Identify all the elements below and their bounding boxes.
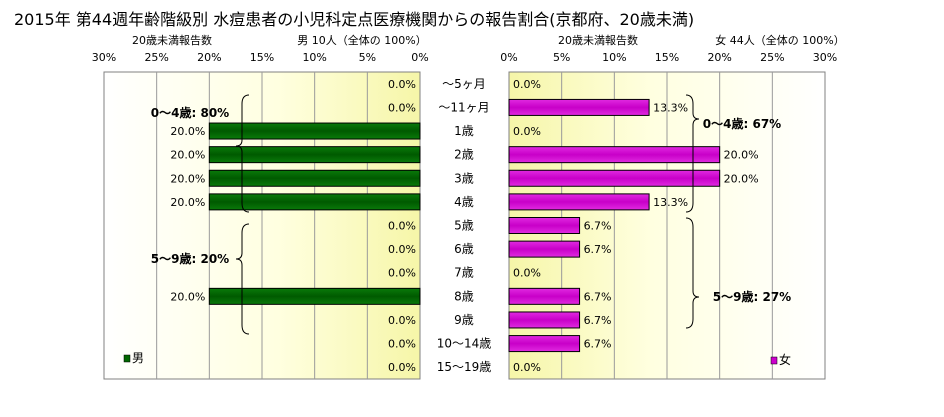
- female-data-label: 6.7%: [584, 220, 612, 233]
- age-category-label: 6歳: [454, 242, 474, 256]
- male-legend-swatch: [123, 354, 131, 363]
- chart-title: 2015年 第44週年齢階級別 水痘患者の小児科定点医療機関からの報告割合(京都…: [14, 10, 695, 29]
- male-data-label: 0.0%: [388, 101, 416, 114]
- female-data-label: 13.3%: [653, 196, 688, 209]
- male-bar: [208, 146, 421, 164]
- male-data-label: 0.0%: [388, 78, 416, 91]
- female-tick-label: 5%: [553, 51, 570, 64]
- male-tick-label: 10%: [302, 51, 326, 64]
- female-legend-swatch: [770, 356, 778, 365]
- male-data-label: 0.0%: [388, 267, 416, 280]
- female-bracket-5-9: [685, 217, 700, 329]
- male-data-label: 20.0%: [170, 172, 205, 185]
- female-header: 女 44人（全体の 100%）: [715, 33, 844, 47]
- female-bar: [508, 193, 650, 211]
- age-category-label: 2歳: [454, 148, 474, 162]
- female-annotation-5-9: 5～9歳: 27%: [713, 289, 791, 304]
- female-annotation-0-4: 0～4歳: 67%: [703, 116, 781, 131]
- male-data-label: 20.0%: [170, 290, 205, 303]
- age-category-label: 15～19歳: [437, 360, 492, 374]
- female-data-label: 6.7%: [584, 314, 612, 327]
- male-data-label: 20.0%: [170, 125, 205, 138]
- female-data-label: 0.0%: [513, 125, 541, 138]
- female-tick-label: 30%: [813, 51, 837, 64]
- male-data-label: 0.0%: [388, 220, 416, 233]
- male-header: 男 10人（全体の 100%）: [297, 33, 426, 47]
- female-data-label: 0.0%: [513, 78, 541, 91]
- male-bar: [208, 193, 421, 211]
- age-category-label: 8歳: [454, 289, 474, 303]
- male-annotation-0-4: 0～4歳: 80%: [151, 105, 229, 120]
- female-tick-label: 25%: [760, 51, 784, 64]
- male-tick-label: 5%: [359, 51, 376, 64]
- female-bar: [508, 335, 581, 353]
- female-bar: [508, 217, 581, 234]
- male-data-label: 20.0%: [170, 149, 205, 162]
- female-bar: [508, 98, 650, 116]
- male-tick-label: 15%: [250, 51, 274, 64]
- age-category-label: 3歳: [454, 171, 474, 185]
- female-data-label: 6.7%: [584, 290, 612, 303]
- male-bar: [208, 169, 421, 187]
- female-bar: [508, 146, 721, 164]
- age-category-label: ～11ヶ月: [438, 100, 489, 114]
- female-data-label: 0.0%: [513, 361, 541, 374]
- female-tick-label: 20%: [707, 51, 731, 64]
- male-bracket-5-9: [235, 223, 250, 335]
- male-bar: [208, 287, 421, 305]
- female-tick-label: 15%: [655, 51, 679, 64]
- female-legend-label: 女: [779, 352, 791, 367]
- age-category-label: 5歳: [454, 219, 474, 233]
- age-category-label: ～5ヶ月: [442, 77, 486, 91]
- female-bar: [508, 311, 581, 329]
- female-data-label: 0.0%: [513, 267, 541, 280]
- male-tick-label: 30%: [92, 51, 116, 64]
- female-bracket-0-4: [685, 94, 700, 213]
- male-data-label: 0.0%: [388, 338, 416, 351]
- male-data-label: 0.0%: [388, 243, 416, 256]
- male-annotation-5-9: 5～9歳: 20%: [151, 251, 229, 266]
- male-data-label: 20.0%: [170, 196, 205, 209]
- age-category-label: 1歳: [454, 124, 474, 138]
- female-legend: 女: [770, 352, 791, 367]
- female-data-label: 20.0%: [724, 149, 759, 162]
- female-data-label: 6.7%: [584, 338, 612, 351]
- female-axis-unit-label: 20歳未満報告数: [558, 34, 638, 47]
- female-data-label: 6.7%: [584, 243, 612, 256]
- female-bar: [508, 169, 721, 187]
- age-category-label: 10～14歳: [437, 337, 492, 351]
- female-bar: [508, 240, 581, 258]
- age-category-label: 4歳: [454, 195, 474, 209]
- male-bracket-0-4: [235, 94, 250, 213]
- male-tick-label: 25%: [144, 51, 168, 64]
- male-legend: 男: [123, 351, 144, 365]
- male-tick-label: 20%: [197, 51, 221, 64]
- age-category-label: 7歳: [454, 266, 474, 280]
- male-bar: [208, 122, 421, 140]
- female-tick-label: 0%: [500, 51, 517, 64]
- male-axis-unit-label: 20歳未満報告数: [132, 34, 212, 47]
- male-data-label: 0.0%: [388, 361, 416, 374]
- age-category-label: 9歳: [454, 313, 474, 327]
- female-bar: [508, 287, 581, 305]
- male-legend-label: 男: [132, 351, 144, 365]
- male-tick-label: 0%: [411, 51, 428, 64]
- female-data-label: 13.3%: [653, 101, 688, 114]
- female-tick-label: 10%: [602, 51, 626, 64]
- female-data-label: 20.0%: [724, 172, 759, 185]
- male-data-label: 0.0%: [388, 314, 416, 327]
